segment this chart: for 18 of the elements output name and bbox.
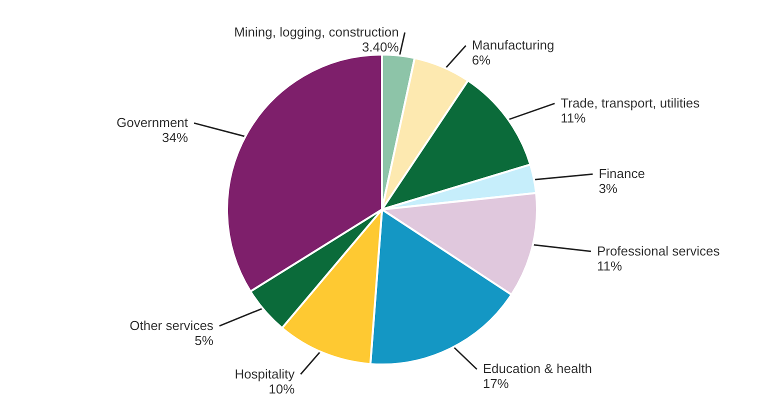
- data-label: 5%: [194, 332, 214, 348]
- data-label: 34%: [162, 130, 188, 146]
- data-label: 17%: [482, 376, 510, 392]
- slice-label: Government: [116, 115, 188, 130]
- data-label: 10%: [268, 381, 296, 396]
- data-label: 3.40%: [362, 40, 400, 55]
- data-label: 6%: [472, 52, 492, 68]
- slice-label: Education & health: [482, 361, 592, 376]
- data-label: 11%: [596, 258, 622, 274]
- slice-label: Hospitality: [234, 366, 296, 382]
- data-label: 11%: [560, 110, 586, 126]
- slice-label: Trade, transport, utilities: [560, 95, 700, 110]
- slice-label: Professional services: [596, 243, 720, 258]
- slice-label: Finance: [598, 166, 645, 182]
- data-label: 3%: [598, 181, 618, 196]
- slice-label: Manufacturing: [472, 38, 554, 53]
- slice-label: Other services: [130, 318, 214, 333]
- slice-label: Mining, logging, construction: [234, 24, 399, 40]
